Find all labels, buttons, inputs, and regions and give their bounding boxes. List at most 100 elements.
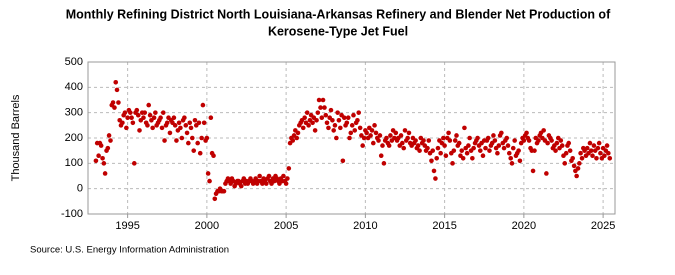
data-point	[145, 123, 150, 128]
data-point	[306, 123, 311, 128]
x-tick-label: 1995	[115, 220, 139, 232]
data-point	[426, 138, 432, 143]
data-point	[553, 148, 558, 153]
data-point	[310, 120, 315, 126]
x-tick-label: 2025	[591, 220, 615, 232]
data-point	[159, 125, 165, 131]
data-point	[264, 181, 269, 186]
data-point	[591, 143, 597, 148]
data-point	[516, 148, 521, 153]
data-point	[470, 155, 475, 161]
data-point	[125, 115, 130, 121]
y-axis-label: Thousand Barrels	[10, 94, 22, 181]
data-point	[405, 135, 410, 141]
data-point	[464, 150, 470, 156]
data-point	[438, 150, 443, 156]
data-point	[179, 135, 185, 141]
data-point	[141, 115, 146, 121]
data-point	[283, 181, 289, 186]
data-point	[98, 143, 104, 148]
data-point	[562, 161, 568, 166]
data-point	[571, 163, 577, 169]
data-point	[124, 125, 129, 131]
x-tick-label: 2010	[353, 220, 377, 232]
data-point	[373, 130, 379, 136]
data-point	[131, 161, 137, 166]
data-point	[380, 143, 385, 148]
data-point	[584, 145, 590, 151]
data-point	[189, 135, 195, 141]
data-point	[462, 125, 467, 131]
x-tick-label: 2000	[195, 220, 219, 232]
data-point	[200, 102, 206, 108]
data-point	[324, 120, 330, 126]
data-point	[567, 148, 573, 153]
data-point	[399, 140, 405, 146]
data-point	[368, 133, 373, 138]
data-point	[524, 130, 529, 136]
data-point	[349, 123, 355, 128]
data-point	[184, 130, 190, 136]
data-point	[341, 115, 347, 121]
data-point	[506, 150, 512, 156]
data-point	[413, 138, 418, 143]
data-point	[302, 115, 307, 121]
data-point	[430, 148, 436, 153]
data-point	[142, 110, 148, 115]
data-point	[530, 168, 536, 174]
data-point	[606, 150, 611, 156]
data-point	[454, 133, 459, 138]
data-point	[336, 117, 342, 123]
data-point	[102, 171, 108, 176]
data-point	[285, 176, 290, 181]
data-point	[208, 115, 214, 121]
data-point	[334, 135, 339, 141]
data-point	[417, 148, 422, 153]
data-point	[326, 125, 331, 131]
data-point	[435, 145, 441, 151]
data-point	[517, 158, 523, 164]
data-point	[238, 183, 244, 189]
data-point	[446, 130, 451, 136]
data-point	[347, 135, 352, 141]
data-point	[205, 171, 211, 176]
y-tick-label: 400	[65, 81, 83, 93]
data-point	[402, 128, 408, 133]
data-point	[467, 135, 472, 141]
data-point	[521, 138, 527, 143]
data-point	[257, 173, 262, 179]
data-point	[164, 120, 170, 126]
data-point	[364, 130, 369, 136]
data-point	[510, 145, 516, 151]
chart-title: Monthly Refining District North Louisian…	[66, 7, 611, 21]
data-point	[450, 161, 455, 166]
data-point	[312, 128, 318, 133]
data-point	[377, 133, 383, 138]
data-point	[286, 166, 292, 171]
data-point	[348, 130, 354, 136]
data-point	[594, 155, 599, 161]
data-point	[574, 173, 579, 179]
data-point	[579, 155, 585, 161]
data-point	[207, 178, 212, 184]
data-point	[314, 117, 319, 123]
data-point	[351, 112, 356, 118]
data-point	[388, 133, 393, 138]
data-point	[295, 130, 301, 136]
data-point	[352, 128, 358, 133]
data-point	[487, 148, 492, 153]
data-point	[477, 148, 483, 153]
data-point	[338, 125, 343, 131]
data-point	[122, 110, 128, 115]
data-point	[483, 145, 488, 151]
data-point	[508, 155, 514, 161]
data-point	[106, 133, 112, 138]
x-tick-label: 2005	[274, 220, 298, 232]
data-point	[372, 123, 377, 128]
data-point	[602, 153, 607, 159]
data-point	[587, 140, 593, 146]
data-point	[130, 120, 136, 126]
data-point	[113, 79, 119, 85]
data-point	[158, 115, 163, 121]
